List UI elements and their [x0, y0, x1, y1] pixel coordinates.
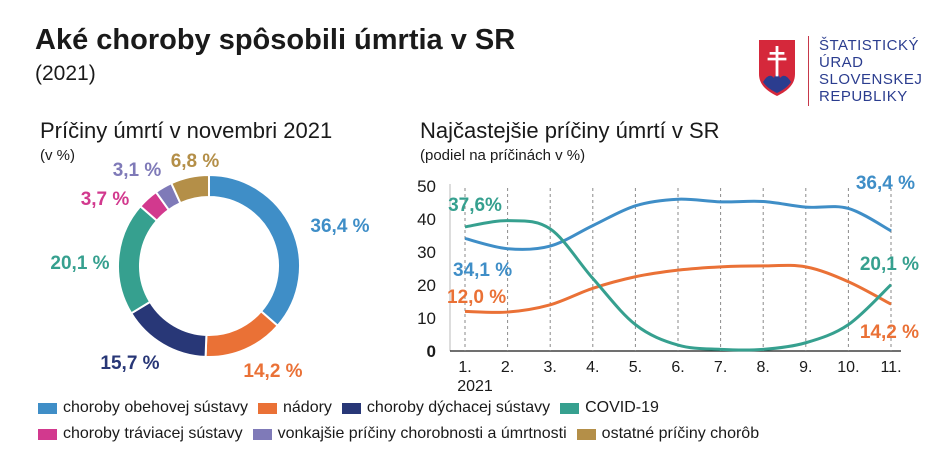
donut-label-digestive: 3,7 % — [81, 189, 130, 210]
donut-label-other: 6,8 % — [171, 151, 220, 172]
donut-slice-circulatory — [208, 173, 301, 328]
logo-line: ÚRAD — [819, 54, 864, 71]
logo-line: SLOVENSKEJ — [819, 71, 923, 88]
page-subtitle: (2021) — [35, 62, 96, 85]
line-series-tumors — [464, 263, 892, 314]
line-annotation-covid: 37,6% — [448, 195, 502, 216]
line-series-covid — [464, 219, 893, 352]
donut-slice-tumors — [204, 309, 280, 358]
legend-swatch — [252, 428, 272, 440]
legend-item-other: ostatné príčiny chorôb — [576, 425, 760, 443]
y-tick-label: 30 — [417, 243, 436, 262]
line-chart: 0 10 20 30 40 50 1. 2. 3. 4. 5. 6. 7. 8. 9. 10. 11. 2021 3… — [417, 173, 919, 395]
logo-divider — [808, 36, 809, 106]
legend-item-respiratory: choroby dýchacej sústavy — [341, 399, 551, 417]
page-title: Aké choroby spôsobili úmrtia v SR — [35, 24, 516, 56]
donut-label-external: 3,1 % — [113, 160, 162, 181]
line-annotation-circulatory: 36,4 % — [856, 173, 915, 194]
y-tick-label: 10 — [417, 309, 436, 328]
x-tick-label: 3. — [544, 359, 557, 376]
x-tick-label: 5. — [629, 359, 642, 376]
line-series-circulatory — [464, 197, 892, 251]
legend-item-external: vonkajšie príčiny chorobnosti a úmrtnost… — [252, 425, 567, 443]
x-tick-label: 2. — [501, 359, 514, 376]
legend-row: choroby tráviacej sústavy vonkajšie príč… — [38, 422, 769, 446]
x-tick-label: 7. — [714, 359, 727, 376]
line-annotation-circulatory: 34,1 % — [453, 260, 512, 281]
legend-label: ostatné príčiny chorôb — [601, 425, 760, 442]
logo-line: ŠTATISTICKÝ — [819, 37, 919, 54]
logo-text: ŠTATISTICKÝ ÚRAD SLOVENSKEJ REPUBLIKY — [819, 37, 922, 105]
donut-label-covid: 20,1 % — [50, 253, 109, 274]
legend-label: choroby dýchacej sústavy — [366, 399, 551, 416]
line-chart-title: Najčastejšie príčiny úmrtí v SR — [420, 118, 720, 143]
line-annotation-tumors: 12,0 % — [447, 287, 506, 308]
legend-swatch — [576, 428, 596, 440]
legend-swatch — [38, 428, 57, 440]
chart-legend: choroby obehovej sústavy nádory choroby … — [38, 396, 769, 448]
y-tick-label: 20 — [417, 276, 436, 295]
legend-row: choroby obehovej sústavy nádory choroby … — [38, 396, 769, 420]
legend-swatch — [341, 402, 361, 414]
legend-label: COVID-19 — [585, 399, 659, 416]
donut-label-tumors: 14,2 % — [243, 361, 302, 382]
legend-swatch — [258, 402, 277, 414]
x-tick-label: 11. — [880, 359, 901, 376]
x-tick-label: 6. — [671, 359, 684, 376]
x-tick-label: 8. — [757, 359, 770, 376]
y-tick-label: 50 — [417, 177, 436, 196]
x-tick-label: 10. — [837, 359, 859, 376]
legend-item-circulatory: choroby obehovej sústavy — [38, 399, 248, 417]
legend-item-digestive: choroby tráviacej sústavy — [38, 425, 243, 443]
line-annotation-tumors: 14,2 % — [860, 322, 919, 343]
legend-label: nádory — [283, 399, 332, 416]
legend-label: vonkajšie príčiny chorobnosti a úmrtnost… — [277, 425, 567, 442]
logo-line: REPUBLIKY — [819, 88, 908, 105]
donut-chart: 36,4 % 14,2 % 15,7 % 20,1 % 3,7 % 3,1 % 6,8 % — [50, 151, 369, 382]
donut-slice-covid — [117, 204, 159, 315]
donut-slice-respiratory — [129, 300, 208, 358]
donut-label-circulatory: 36,4 % — [310, 216, 369, 237]
donut-chart-unit: (v %) — [40, 147, 75, 164]
line-chart-unit: (podiel na príčinách v %) — [420, 147, 586, 164]
y-tick-label: 40 — [417, 210, 436, 229]
x-tick-label: 1. — [458, 359, 471, 376]
legend-item-tumors: nádory — [258, 399, 332, 417]
x-year-label: 2021 — [457, 378, 493, 395]
donut-slice-other — [169, 173, 210, 205]
legend-item-covid: COVID-19 — [560, 399, 659, 417]
x-tick-label: 9. — [799, 359, 812, 376]
line-annotation-covid: 20,1 % — [860, 254, 919, 275]
donut-chart-title: Príčiny úmrtí v novembri 2021 — [40, 118, 333, 143]
legend-label: choroby tráviacej sústavy — [63, 425, 243, 442]
legend-swatch — [38, 402, 57, 414]
donut-label-respiratory: 15,7 % — [100, 353, 159, 374]
legend-swatch — [560, 402, 580, 414]
y-tick-label: 0 — [427, 342, 436, 361]
x-tick-label: 4. — [586, 359, 599, 376]
slovak-coat-of-arms-icon — [759, 40, 795, 96]
legend-label: choroby obehovej sústavy — [63, 399, 248, 416]
